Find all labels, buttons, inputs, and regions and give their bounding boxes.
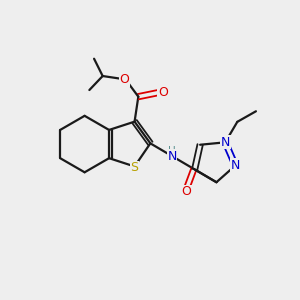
Text: S: S xyxy=(130,161,139,174)
Text: H: H xyxy=(168,146,176,156)
Text: O: O xyxy=(119,73,129,86)
Text: N: N xyxy=(220,136,230,149)
Text: N: N xyxy=(167,150,177,163)
Text: O: O xyxy=(158,86,168,99)
Text: N: N xyxy=(231,159,240,172)
Text: O: O xyxy=(182,185,191,199)
